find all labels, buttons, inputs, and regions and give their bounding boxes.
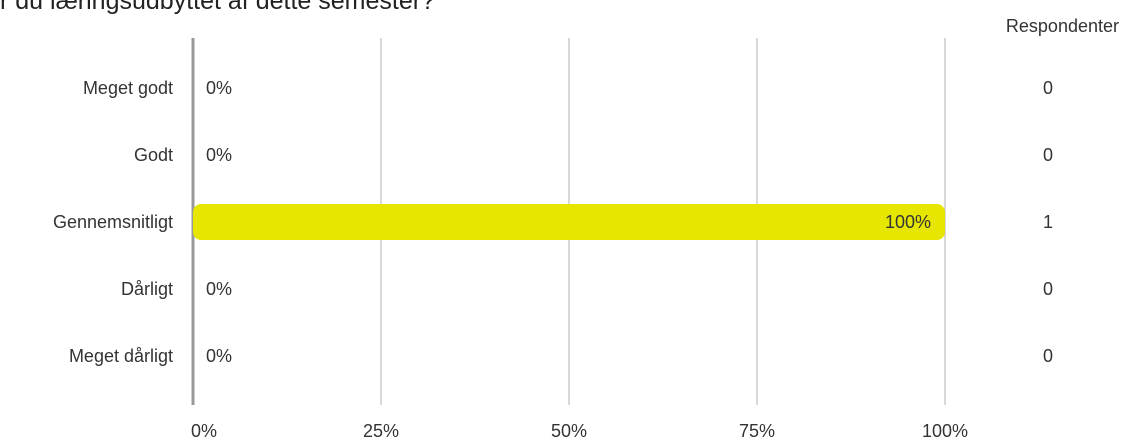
respondent-count: 0 bbox=[1043, 279, 1053, 299]
x-tick-label: 25% bbox=[363, 421, 399, 441]
x-tick-label: 75% bbox=[739, 421, 775, 441]
bar-value-label: 0% bbox=[206, 279, 232, 299]
bar-value-label: 0% bbox=[206, 346, 232, 366]
respondent-count: 0 bbox=[1043, 145, 1053, 165]
x-tick-label: 50% bbox=[551, 421, 587, 441]
bar bbox=[193, 204, 945, 240]
bar-value-label: 0% bbox=[206, 78, 232, 98]
bar-value-label: 0% bbox=[206, 145, 232, 165]
respondent-count: 0 bbox=[1043, 346, 1053, 366]
category-label: Meget dårligt bbox=[69, 346, 173, 366]
category-label: Gennemsnitligt bbox=[53, 212, 173, 232]
x-tick-label: 100% bbox=[922, 421, 968, 441]
respondents-column-header: Respondenter bbox=[1005, 16, 1119, 36]
category-label: Godt bbox=[134, 145, 173, 165]
respondent-count: 0 bbox=[1043, 78, 1053, 98]
bar-value-label: 100% bbox=[885, 212, 931, 232]
category-label: Meget godt bbox=[83, 78, 173, 98]
category-label: Dårligt bbox=[121, 279, 173, 299]
x-tick-label: 0% bbox=[191, 421, 217, 441]
respondent-count: 1 bbox=[1043, 212, 1053, 232]
question-title: r du læringsudbyttet af dette semester? bbox=[0, 0, 435, 15]
